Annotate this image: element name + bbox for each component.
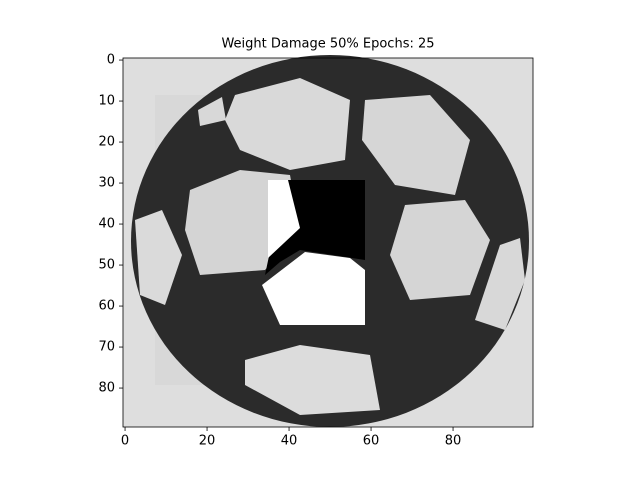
image (123, 55, 533, 427)
y-tick-label: 80 (98, 381, 115, 396)
y-tick-label: 60 (98, 299, 115, 314)
y-tick-label: 10 (98, 94, 115, 109)
y-tick-label: 70 (98, 340, 115, 355)
y-tick-label: 50 (98, 258, 115, 273)
y-tick-label: 30 (98, 176, 115, 191)
chart-title: Weight Damage 50% Epochs: 25 (221, 37, 434, 52)
x-tick-label: 40 (281, 434, 298, 449)
x-tick-label: 60 (363, 434, 380, 449)
y-tick-label: 20 (98, 135, 115, 150)
y-tick-label: 0 (107, 53, 115, 68)
y-tick-label: 40 (98, 217, 115, 232)
axes-frame (122, 57, 534, 428)
x-tick-label: 80 (445, 434, 462, 449)
x-tick-label: 0 (121, 434, 129, 449)
x-tick-label: 20 (199, 434, 216, 449)
